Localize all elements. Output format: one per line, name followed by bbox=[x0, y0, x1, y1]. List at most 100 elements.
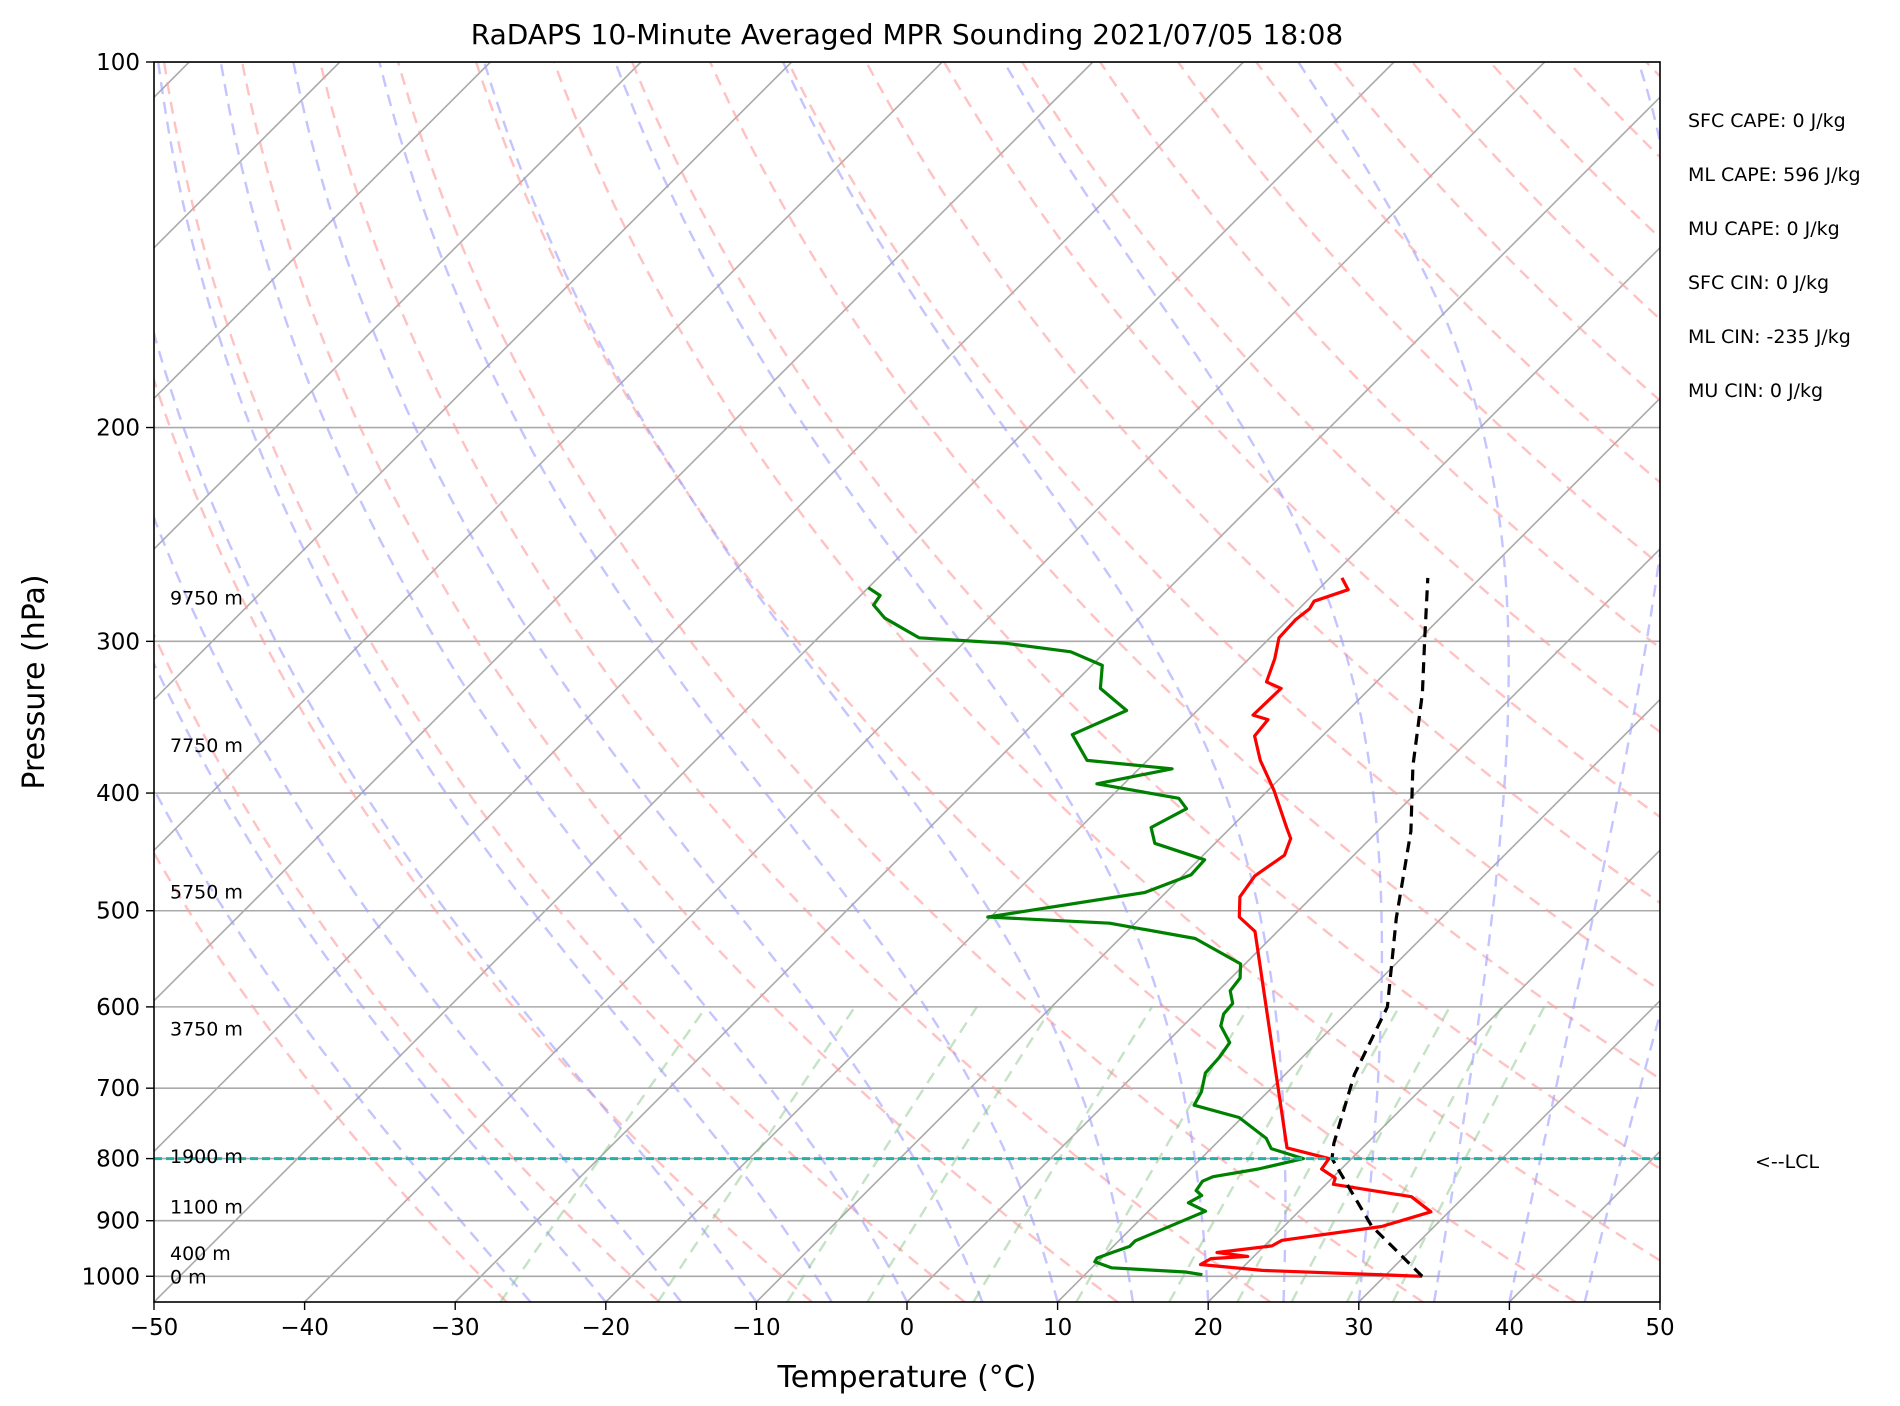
mixing-ratio-line bbox=[1391, 1006, 1546, 1302]
ml-cape-label: ML CAPE: 596 J/kg bbox=[1688, 164, 1861, 186]
moist-adiabat-line bbox=[157, 62, 833, 1302]
moist-adiabat-line bbox=[154, 329, 758, 1302]
x-tick-label: 50 bbox=[1645, 1315, 1674, 1341]
dry-adiabat-line bbox=[630, 62, 1660, 1171]
dry-adiabat-line bbox=[1333, 62, 1660, 402]
mu-cape-label: MU CAPE: 0 J/kg bbox=[1688, 218, 1840, 240]
y-tick-label: 400 bbox=[96, 781, 140, 807]
isotherm-line bbox=[154, 62, 793, 701]
dry-adiabat-line bbox=[552, 62, 1660, 1262]
x-tick-label: −50 bbox=[130, 1315, 179, 1341]
mixing-ratio-line bbox=[499, 1006, 708, 1302]
y-tick-label: 900 bbox=[96, 1209, 140, 1235]
height-label: 1900 m bbox=[170, 1146, 243, 1168]
dry-adiabat-line bbox=[240, 62, 1119, 1302]
parcel-profile-line bbox=[1330, 577, 1430, 1278]
isotherm-line bbox=[906, 547, 1660, 1302]
dry-adiabat-line bbox=[396, 62, 1424, 1302]
isotherm-line bbox=[304, 62, 1546, 1302]
isotherm-line bbox=[154, 62, 1395, 1302]
isotherm-line bbox=[454, 96, 1660, 1302]
x-tick-label: −20 bbox=[582, 1315, 631, 1341]
mixing-ratio-line bbox=[1290, 1006, 1451, 1302]
x-axis-label: Temperature (°C) bbox=[777, 1360, 1037, 1395]
moist-adiabat-line bbox=[292, 62, 984, 1302]
mu-cin-label: MU CIN: 0 J/kg bbox=[1688, 380, 1824, 402]
y-axis-ticks: 100 200 300 400 500 600 700 800 900 1000 bbox=[81, 50, 154, 1290]
y-tick-label: 300 bbox=[96, 629, 140, 655]
mixing-ratio-line bbox=[866, 1006, 1054, 1302]
height-label: 5750 m bbox=[170, 881, 243, 903]
dry-adiabat-line bbox=[1724, 62, 1900, 1302]
dry-adiabat-line bbox=[1021, 62, 1660, 734]
dry-adiabat-line bbox=[1489, 62, 1660, 240]
height-label: 0 m bbox=[170, 1266, 207, 1288]
moist-adiabat-line bbox=[378, 62, 1059, 1302]
dry-adiabat-line bbox=[1567, 62, 1660, 159]
isotherm-line bbox=[605, 246, 1660, 1302]
dry-adiabat-line bbox=[318, 62, 1271, 1302]
moist-adiabat-line bbox=[614, 62, 1210, 1302]
isotherm-line bbox=[154, 62, 1094, 1002]
isotherm-line bbox=[154, 62, 642, 551]
mixing-ratio-line bbox=[1236, 1006, 1401, 1302]
height-label: 3750 m bbox=[170, 1018, 243, 1040]
dry-adiabat-line bbox=[162, 62, 966, 1302]
x-tick-label: 10 bbox=[1043, 1315, 1072, 1341]
height-label: 9750 m bbox=[170, 587, 243, 609]
isotherm-line bbox=[154, 62, 491, 400]
moist-adiabat-line bbox=[219, 62, 909, 1302]
x-tick-label: −10 bbox=[732, 1315, 781, 1341]
y-tick-label: 1000 bbox=[81, 1264, 140, 1290]
background-lines bbox=[154, 62, 1900, 1302]
dry-adiabat-line bbox=[474, 62, 1577, 1302]
lcl-label: <--LCL bbox=[1755, 1151, 1820, 1173]
height-labels: 9750 m 7750 m 5750 m 3750 m 1900 m 1100 m 400 … bbox=[170, 587, 243, 1288]
mixing-ratio-line bbox=[1168, 1006, 1337, 1302]
sfc-cape-label: SFC CAPE: 0 J/kg bbox=[1688, 110, 1846, 132]
x-tick-label: 0 bbox=[900, 1315, 915, 1341]
y-tick-label: 200 bbox=[96, 416, 140, 442]
y-tick-label: 800 bbox=[96, 1147, 140, 1173]
y-tick-label: 500 bbox=[96, 899, 140, 925]
mixing-ratio-line bbox=[972, 1006, 1154, 1302]
isotherm-line bbox=[1811, 62, 1900, 1302]
isotherm-line bbox=[1358, 999, 1660, 1302]
height-label: 400 m bbox=[170, 1243, 231, 1265]
dry-adiabat-line bbox=[943, 62, 1660, 819]
moist-adiabat-line bbox=[154, 787, 532, 1302]
mixing-ratio-line bbox=[656, 1006, 856, 1302]
isotherm-line bbox=[154, 62, 1244, 1153]
height-label: 1100 m bbox=[170, 1196, 243, 1218]
dry-adiabat-line bbox=[1099, 62, 1660, 650]
dry-adiabat-line bbox=[865, 62, 1660, 905]
mixing-ratio-line bbox=[786, 1006, 978, 1302]
moist-adiabat-line bbox=[781, 62, 1287, 1302]
x-tick-label: 20 bbox=[1194, 1315, 1223, 1341]
dewpoint-profile-line bbox=[867, 586, 1306, 1277]
moist-adiabat-line bbox=[1297, 62, 1510, 1302]
isotherm-line bbox=[1057, 698, 1660, 1302]
y-tick-label: 600 bbox=[96, 995, 140, 1021]
moist-adiabat-line bbox=[1583, 1009, 1660, 1302]
moist-adiabat-line bbox=[154, 514, 683, 1302]
x-tick-label: −30 bbox=[431, 1315, 480, 1341]
dry-adiabat-line bbox=[709, 62, 1660, 1081]
moist-adiabat-line bbox=[1002, 62, 1384, 1302]
x-axis-ticks: −50 −40 −30 −20 −10 0 10 20 30 40 50 bbox=[130, 1302, 1675, 1341]
sounding-series bbox=[154, 577, 1660, 1278]
isotherm-line bbox=[1508, 1150, 1660, 1302]
dry-adiabat-line bbox=[154, 850, 508, 1302]
isotherm-line bbox=[1659, 1300, 1660, 1302]
ml-cin-label: ML CIN: -235 J/kg bbox=[1688, 326, 1851, 348]
isotherm-line bbox=[755, 397, 1660, 1302]
x-tick-label: 30 bbox=[1344, 1315, 1373, 1341]
moist-adiabat-line bbox=[154, 660, 607, 1302]
x-tick-label: 40 bbox=[1495, 1315, 1524, 1341]
isotherm-line bbox=[1207, 849, 1660, 1302]
chart-title: RaDAPS 10-Minute Averaged MPR Sounding 2… bbox=[471, 18, 1343, 51]
moist-adiabat-line bbox=[1508, 62, 1660, 1302]
dry-adiabat-line bbox=[1645, 62, 1660, 79]
moist-adiabat-line bbox=[483, 62, 1135, 1302]
